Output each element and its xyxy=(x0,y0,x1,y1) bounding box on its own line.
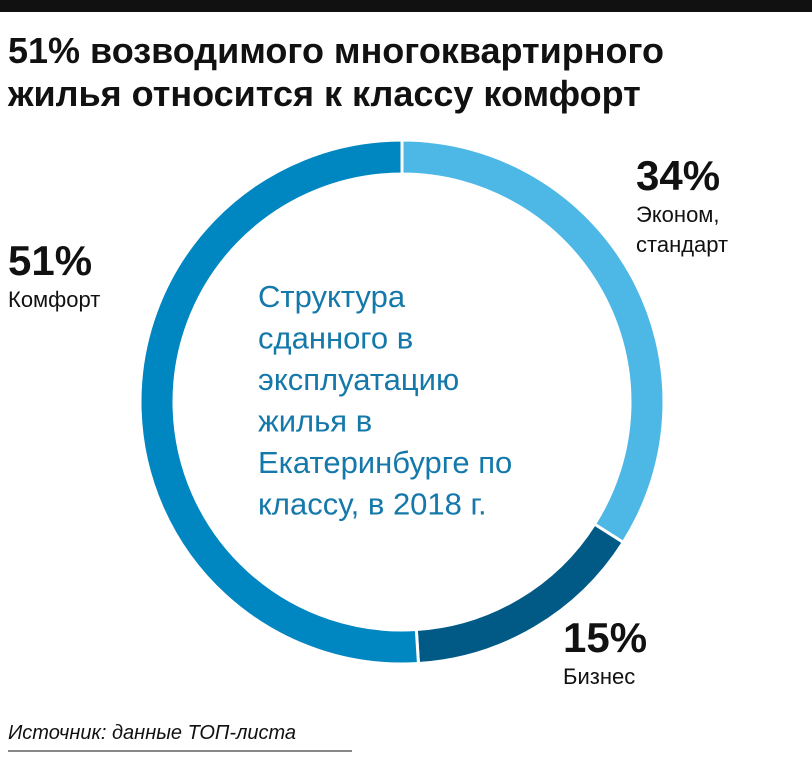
center-text: сданного в xyxy=(258,321,413,356)
center-text: эксплуатацию xyxy=(258,362,459,397)
value-label: 15% xyxy=(563,614,647,661)
category-label: Бизнес xyxy=(563,664,635,689)
category-label: Эконом, xyxy=(636,202,720,227)
center-text: классу, в 2018 г. xyxy=(258,487,487,522)
top-bar xyxy=(0,0,812,12)
source: Источник: данные ТОП-листа xyxy=(8,722,296,744)
category-label: Комфорт xyxy=(8,287,100,312)
center-text: Структура xyxy=(258,279,406,314)
donut-segment xyxy=(138,138,421,666)
donut-segment xyxy=(400,138,666,545)
value-label: 51% xyxy=(8,237,92,284)
chart-title: жилья относится к классу комфорт xyxy=(7,73,641,114)
center-text: жилья в xyxy=(258,404,372,439)
center-text: Екатеринбурге по xyxy=(258,445,512,480)
category-label: стандарт xyxy=(636,232,728,257)
chart-title: 51% возводимого многоквартирного xyxy=(8,30,664,71)
value-label: 34% xyxy=(636,152,720,199)
